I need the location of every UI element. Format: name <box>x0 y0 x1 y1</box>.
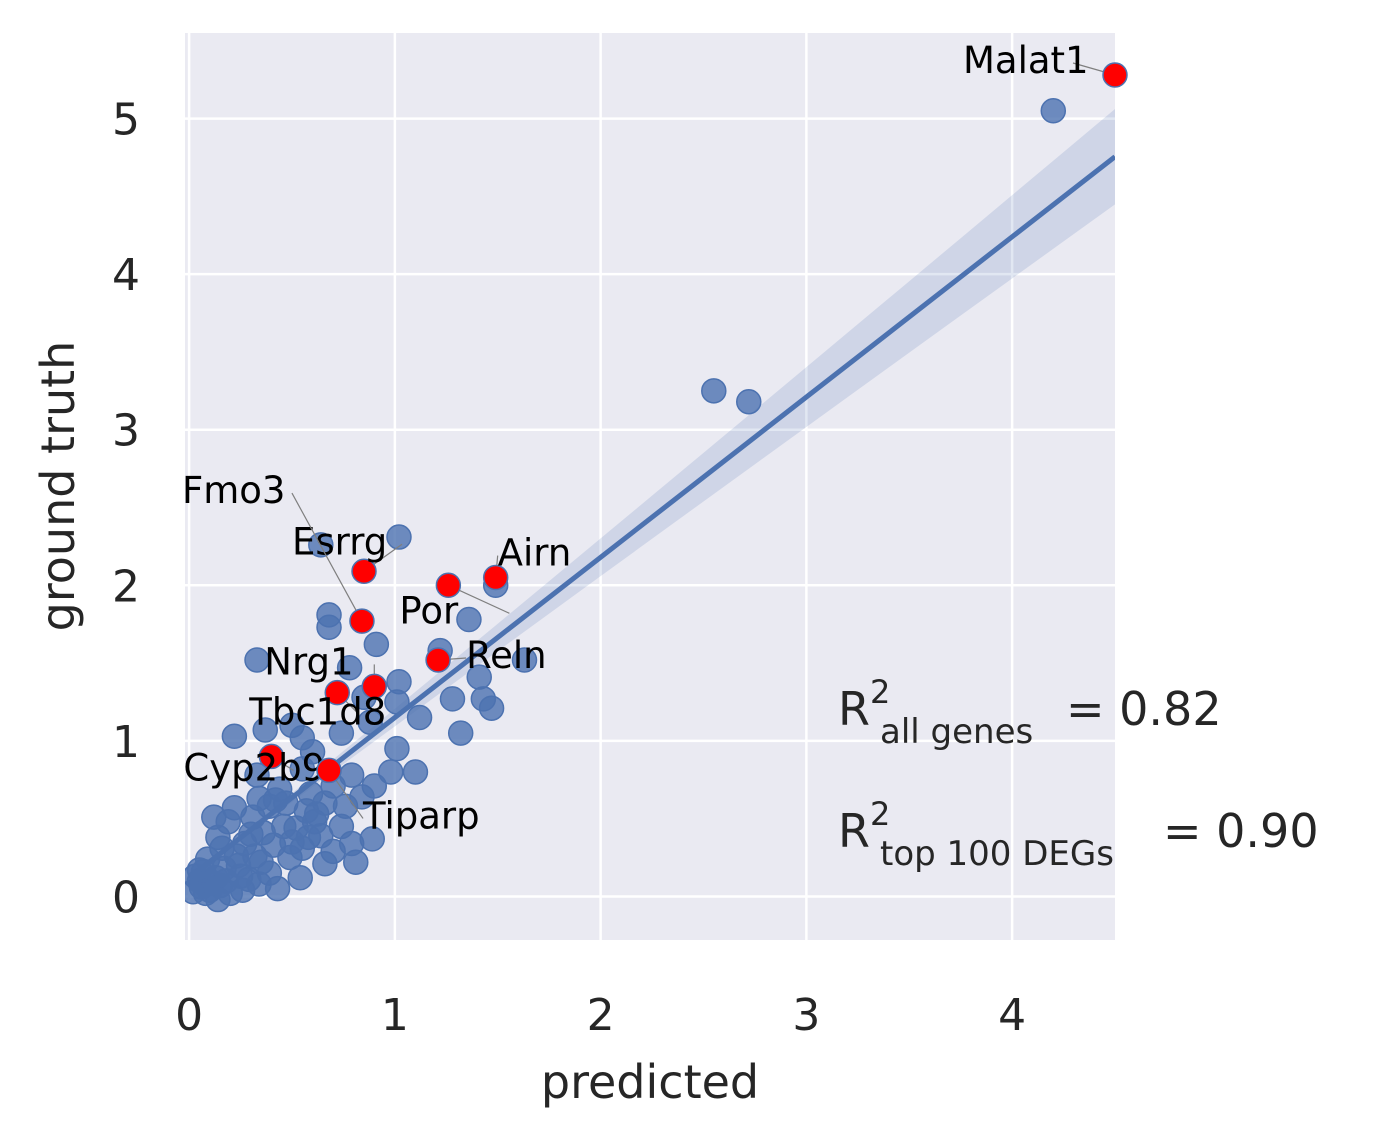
gene-label: Reln <box>466 634 547 677</box>
confidence-interval <box>189 109 1115 881</box>
highlighted-point <box>435 572 462 599</box>
data-point <box>303 801 330 827</box>
data-point <box>402 759 429 785</box>
data-point <box>312 851 338 877</box>
data-point <box>363 631 390 658</box>
r2-top-sup: 2 <box>870 795 890 833</box>
data-point <box>406 704 433 731</box>
r2-all-value: = 0.82 <box>1066 682 1222 736</box>
x-tick-label: 1 <box>381 990 409 1041</box>
highlighted-point <box>1102 62 1128 88</box>
r2-all-genes: R2 all genes = 0.82 <box>838 673 1222 752</box>
data-point <box>478 695 505 721</box>
r2-top-degs: R2 top 100 DEGs = 0.90 <box>838 795 1319 874</box>
gene-label: Malat1 <box>963 39 1089 82</box>
gene-label: Tbc1d8 <box>248 691 386 734</box>
regression-line <box>187 154 1115 880</box>
data-point <box>244 647 270 673</box>
data-point <box>201 804 227 830</box>
r2-all-base: R <box>838 682 870 736</box>
data-point <box>447 720 474 746</box>
gene-label: Por <box>399 589 459 632</box>
gene-label: Airn <box>498 532 572 575</box>
y-tick-label: 4 <box>112 250 140 301</box>
data-point <box>736 388 762 415</box>
data-point <box>439 686 466 712</box>
data-point <box>287 865 313 891</box>
x-axis-label: predicted <box>541 1055 759 1109</box>
y-tick-label: 0 <box>112 872 140 923</box>
data-point <box>227 863 254 889</box>
r2-top-base: R <box>838 804 870 858</box>
x-tick-label: 0 <box>175 990 203 1041</box>
highlighted-point <box>361 673 388 700</box>
r2-all-sup: 2 <box>870 673 890 711</box>
highlighted-point <box>425 647 451 673</box>
y-axis-label: ground truth <box>31 341 85 632</box>
gene-label: Fmo3 <box>182 469 286 512</box>
x-tick-label: 4 <box>998 990 1026 1041</box>
y-ticks: 0 1 2 3 4 5 <box>112 95 140 924</box>
grid <box>185 33 1115 940</box>
r2-all-sub: all genes <box>880 712 1033 752</box>
y-tick-label: 5 <box>112 95 140 146</box>
data-point <box>279 712 305 739</box>
data-point <box>260 832 287 858</box>
highlighted-point <box>482 564 509 591</box>
r2-top-value: = 0.90 <box>1163 804 1319 858</box>
y-tick-label: 3 <box>112 406 140 457</box>
data-point <box>336 654 363 681</box>
data-point <box>384 735 410 762</box>
data-point <box>246 785 272 812</box>
highlighted-point <box>324 679 351 706</box>
data-point <box>343 849 369 875</box>
data-point <box>456 606 482 633</box>
highlighted-point <box>316 757 342 784</box>
r2-top-sub: top 100 DEGs <box>880 834 1114 874</box>
data-point <box>359 826 385 852</box>
data-point <box>316 614 342 641</box>
gene-label: Nrg1 <box>264 640 353 683</box>
data-point <box>190 858 217 885</box>
x-ticks: 0 1 2 3 4 <box>175 990 1026 1041</box>
data-point <box>328 720 355 746</box>
data-point <box>256 860 283 886</box>
data-point <box>1040 98 1067 124</box>
highlighted-point <box>258 743 285 770</box>
gene-label: Esrrg <box>292 520 387 563</box>
highlighted-point <box>351 558 377 585</box>
data-point <box>386 524 412 550</box>
highlighted-point <box>349 608 375 634</box>
data-point <box>283 815 309 841</box>
data-point <box>221 723 248 749</box>
confidence-band <box>189 109 1115 881</box>
gene-label: Tiparp <box>362 794 480 837</box>
y-tick-label: 2 <box>112 561 140 612</box>
x-tick-label: 3 <box>792 990 820 1041</box>
data-points <box>185 98 1067 913</box>
data-point <box>252 717 278 743</box>
data-point <box>701 378 727 404</box>
regression-line-group <box>187 154 1115 880</box>
data-point <box>511 647 538 673</box>
y-tick-label: 1 <box>112 717 140 768</box>
label-leader-line <box>291 492 363 622</box>
gene-label: Cyp2b9 <box>183 746 325 789</box>
x-tick-label: 2 <box>587 990 615 1041</box>
